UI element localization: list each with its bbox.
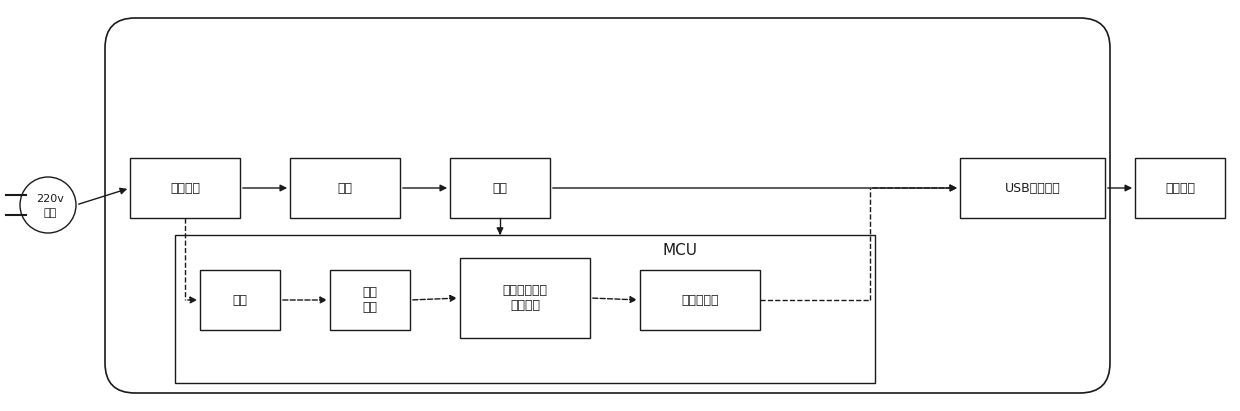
FancyBboxPatch shape <box>640 270 760 330</box>
Text: 整流: 整流 <box>337 182 352 194</box>
FancyBboxPatch shape <box>200 270 280 330</box>
Text: 智能手机: 智能手机 <box>1166 182 1195 194</box>
Text: MCU: MCU <box>662 242 697 258</box>
Text: 220v: 220v <box>36 194 64 204</box>
Text: 数据包生成: 数据包生成 <box>681 293 719 307</box>
FancyBboxPatch shape <box>130 158 241 218</box>
Text: 采样: 采样 <box>233 293 248 307</box>
FancyBboxPatch shape <box>330 270 410 330</box>
Text: USB接口模块: USB接口模块 <box>1004 182 1060 194</box>
Text: 稳压: 稳压 <box>492 182 507 194</box>
Text: 数字
滤波: 数字 滤波 <box>362 286 377 314</box>
Text: 电压、频率、
谐波测量: 电压、频率、 谐波测量 <box>502 284 548 312</box>
Text: 交流: 交流 <box>43 208 57 218</box>
FancyBboxPatch shape <box>960 158 1105 218</box>
FancyBboxPatch shape <box>1135 158 1225 218</box>
FancyBboxPatch shape <box>105 18 1110 393</box>
FancyBboxPatch shape <box>460 258 590 338</box>
Text: 降压模块: 降压模块 <box>170 182 200 194</box>
FancyBboxPatch shape <box>450 158 551 218</box>
FancyBboxPatch shape <box>290 158 401 218</box>
FancyBboxPatch shape <box>175 235 875 383</box>
